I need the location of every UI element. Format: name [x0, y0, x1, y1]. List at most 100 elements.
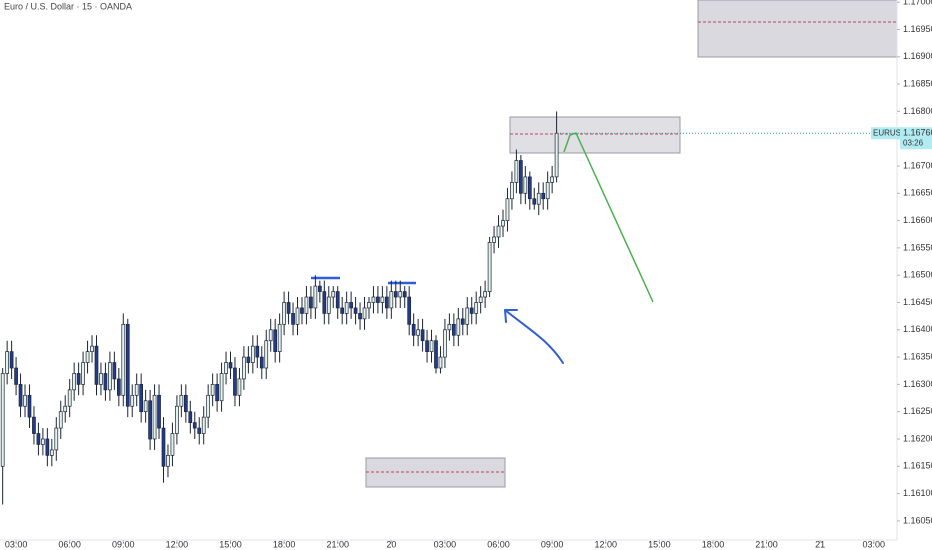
- candle-body: [371, 296, 376, 303]
- candle-body: [233, 367, 237, 396]
- candle-body: [434, 340, 438, 369]
- candle-body: [335, 291, 340, 309]
- candle-body: [460, 318, 465, 325]
- candle-body: [45, 438, 50, 456]
- candle-body: [429, 340, 434, 352]
- y-tick-label: 1.16250: [903, 406, 932, 416]
- candle-body: [81, 362, 85, 385]
- candle-body: [188, 411, 193, 423]
- x-tick-label: 21:00: [755, 539, 778, 549]
- projection-line: [563, 132, 654, 303]
- candle-body: [474, 302, 479, 314]
- y-tick-label: 1.16150: [903, 461, 932, 471]
- candle-body: [242, 356, 246, 380]
- candle-body: [90, 345, 94, 352]
- x-tick-label: 21: [815, 539, 825, 549]
- candle-body: [326, 296, 331, 314]
- symbol-tag: [871, 127, 900, 140]
- candle-body: [206, 394, 211, 418]
- candle-body: [134, 384, 139, 396]
- x-tick-label: 06:00: [58, 539, 81, 549]
- candle-body: [313, 285, 318, 309]
- y-tick-label: 1.16350: [903, 351, 932, 361]
- candle-body: [18, 384, 23, 407]
- candle-body: [447, 323, 452, 331]
- candle-body: [143, 400, 148, 413]
- y-tick-label: 1.16700: [903, 160, 932, 170]
- candle-body: [125, 323, 130, 407]
- candle-body: [130, 394, 135, 407]
- candle-body: [385, 296, 389, 309]
- x-tick-label: 20: [386, 539, 396, 549]
- candle-body: [536, 192, 541, 205]
- candle-body: [157, 394, 161, 429]
- y-tick-label: 1.16550: [903, 242, 932, 252]
- candle-body: [268, 329, 273, 342]
- candle-body: [300, 307, 304, 314]
- candle-body: [228, 362, 233, 369]
- candle-body: [465, 307, 470, 325]
- candle-body: [224, 362, 228, 374]
- price-tag: [900, 127, 932, 150]
- candle-body: [282, 302, 286, 325]
- candle-body: [166, 455, 170, 467]
- candle-body: [63, 405, 68, 413]
- y-tick-label: 1.16850: [903, 78, 932, 88]
- candle-body: [54, 427, 59, 451]
- candle-body: [23, 394, 27, 407]
- candle-body: [161, 427, 166, 467]
- candle-body: [317, 285, 322, 292]
- candle-body: [420, 329, 425, 342]
- candle-body: [456, 318, 461, 336]
- candle-body: [469, 307, 474, 314]
- y-tick-label: 1.16400: [903, 324, 932, 334]
- candle-body: [175, 405, 179, 434]
- x-tick-label: 06:00: [487, 539, 510, 549]
- candle-body: [259, 356, 264, 369]
- candle-body: [532, 198, 537, 205]
- candle-body: [295, 307, 300, 325]
- candle-body: [139, 384, 144, 413]
- candle-body: [322, 291, 327, 314]
- candle-body: [85, 351, 90, 363]
- candle-body: [514, 160, 519, 183]
- chart-title: Euro / U.S. Dollar · 15 · OANDA: [4, 1, 132, 11]
- symbol-label: EURUSD: [873, 128, 907, 137]
- candle-body: [116, 378, 121, 396]
- candle-body: [380, 296, 385, 303]
- y-tick-label: 1.16200: [903, 433, 932, 443]
- candle-body: [344, 302, 349, 314]
- candle-body: [99, 373, 103, 385]
- candle-body: [443, 329, 447, 358]
- countdown-label: 03:26: [903, 138, 924, 147]
- zone: [509, 116, 681, 154]
- candle-body: [331, 291, 336, 298]
- candle-body: [510, 182, 514, 200]
- candle-body: [219, 373, 224, 402]
- candle-body: [210, 384, 215, 396]
- x-tick-label: 18:00: [702, 539, 725, 549]
- x-tick-label: 21:00: [326, 539, 349, 549]
- x-tick-label: 12:00: [594, 539, 617, 549]
- candle-body: [148, 400, 152, 440]
- candle-body: [478, 296, 483, 303]
- x-tick-label: 15:00: [219, 539, 242, 549]
- candle-body: [389, 291, 394, 309]
- y-tick-label: 1.16450: [903, 297, 932, 307]
- candle-body: [36, 433, 41, 445]
- candle-body: [76, 373, 81, 385]
- candle-body: [277, 323, 282, 352]
- candle-body: [501, 220, 505, 227]
- candle-body: [362, 307, 367, 320]
- y-tick-label: 1.16950: [903, 24, 932, 34]
- candle-body: [121, 323, 126, 396]
- candle-body: [41, 438, 45, 445]
- candle-body: [527, 176, 532, 200]
- candle-body: [27, 394, 32, 418]
- candle-body: [309, 296, 313, 309]
- y-tick-label: 1.16650: [903, 188, 932, 198]
- candle-body: [367, 302, 371, 309]
- y-tick-label: 1.16800: [903, 106, 932, 116]
